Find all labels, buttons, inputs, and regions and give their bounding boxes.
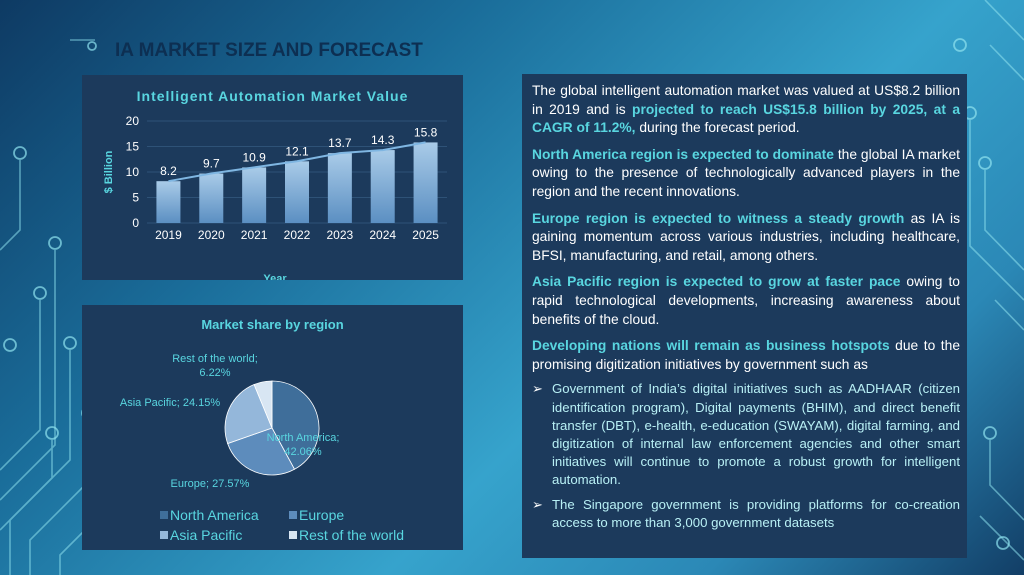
paragraph-asia-pacific: Asia Pacific region is expected to grow …	[532, 274, 960, 327]
legend-label: North America	[170, 507, 259, 523]
y-tick-label: 10	[126, 165, 140, 179]
data-label: 15.8	[414, 125, 438, 139]
data-label: 12.1	[285, 144, 309, 158]
page-title: IA MARKET SIZE AND FORECAST	[115, 40, 423, 61]
pie-data-label: North America;	[267, 432, 340, 444]
bar-chart-title: Intelligent Automation Market Value	[136, 88, 409, 104]
x-tick-label: 2019	[155, 228, 182, 242]
bar-2024	[370, 150, 395, 223]
pie-chart-panel: Market share by region North America; 42.…	[82, 305, 463, 550]
data-label: 10.9	[242, 150, 266, 164]
pie-chart-title: Market share by region	[201, 317, 344, 332]
pie-slice-rest-of-the-world	[253, 380, 273, 429]
bar-2022	[285, 161, 309, 223]
legend-swatch	[289, 531, 297, 539]
pie-data-label: Asia Pacific; 24.15%	[120, 397, 220, 409]
x-tick-label: 2023	[327, 228, 354, 242]
data-label: 14.3	[371, 133, 395, 147]
pie-slice-asia-pacific	[224, 384, 273, 445]
legend-swatch	[289, 511, 297, 519]
y-tick-label: 20	[126, 114, 140, 128]
bar-2020	[199, 173, 224, 223]
pie-slice-north-america	[271, 380, 320, 470]
y-tick-label: 15	[126, 140, 140, 154]
trend-line	[168, 141, 426, 183]
y-tick-label: 5	[132, 191, 139, 205]
paragraph-market-value: The global intelligent automation market…	[532, 83, 961, 136]
data-label: 9.7	[203, 157, 220, 171]
x-tick-label: 2024	[369, 228, 396, 242]
bar-2021	[242, 167, 267, 223]
legend-label: Asia Pacific	[170, 527, 242, 543]
y-tick-label: 0	[132, 216, 139, 230]
pie-chart: North America; 42.06% Europe; 27.57% Asia P…	[120, 353, 404, 543]
legend-swatch	[160, 531, 168, 539]
x-tick-label: 2020	[198, 228, 225, 242]
x-axis-label: Year	[263, 273, 287, 280]
x-tick-label: 2025	[412, 228, 439, 242]
arrow-bullet-icon: ➢	[532, 381, 543, 397]
legend-swatch	[160, 511, 168, 519]
bar-2019	[156, 181, 181, 223]
x-tick-label: 2021	[241, 228, 268, 242]
arrow-bullet-icon: ➢	[532, 496, 543, 512]
bar-chart-panel: Intelligent Automation Market Value 0 5 10…	[82, 75, 463, 280]
legend-label: Europe	[299, 507, 344, 523]
y-axis-label: $ Billion	[103, 150, 115, 193]
bar-2023	[327, 153, 352, 223]
bar-chart: 0 5 10 15 20 8.2 2019 9.7 2020 10.9 2021 12.1 2022 13…	[103, 114, 447, 280]
data-label: 13.7	[328, 136, 352, 150]
paragraph-europe: Europe region is expected to witness a s…	[532, 210, 961, 263]
pie-data-label: Europe; 27.57%	[171, 478, 250, 490]
bar-2025	[413, 142, 438, 223]
paragraph-north-america: North America region is expected to domi…	[532, 146, 960, 199]
x-tick-label: 2022	[284, 228, 311, 242]
data-label: 8.2	[160, 164, 177, 178]
pie-data-label: 42.06%	[284, 446, 322, 458]
bullet-singapore: ➢ The Singapore government is providing …	[532, 496, 960, 532]
pie-data-label: Rest of the world;	[172, 353, 258, 365]
bullet-india: ➢ Government of India’s digital initiati…	[532, 380, 960, 489]
legend-label: Rest of the world	[299, 527, 404, 543]
paragraph-developing-nations: Developing nations will remain as busine…	[532, 338, 960, 372]
summary-text-panel: The global intelligent automation market…	[522, 74, 967, 558]
pie-slice-europe	[227, 427, 296, 476]
pie-data-label: 6.22%	[199, 367, 230, 379]
